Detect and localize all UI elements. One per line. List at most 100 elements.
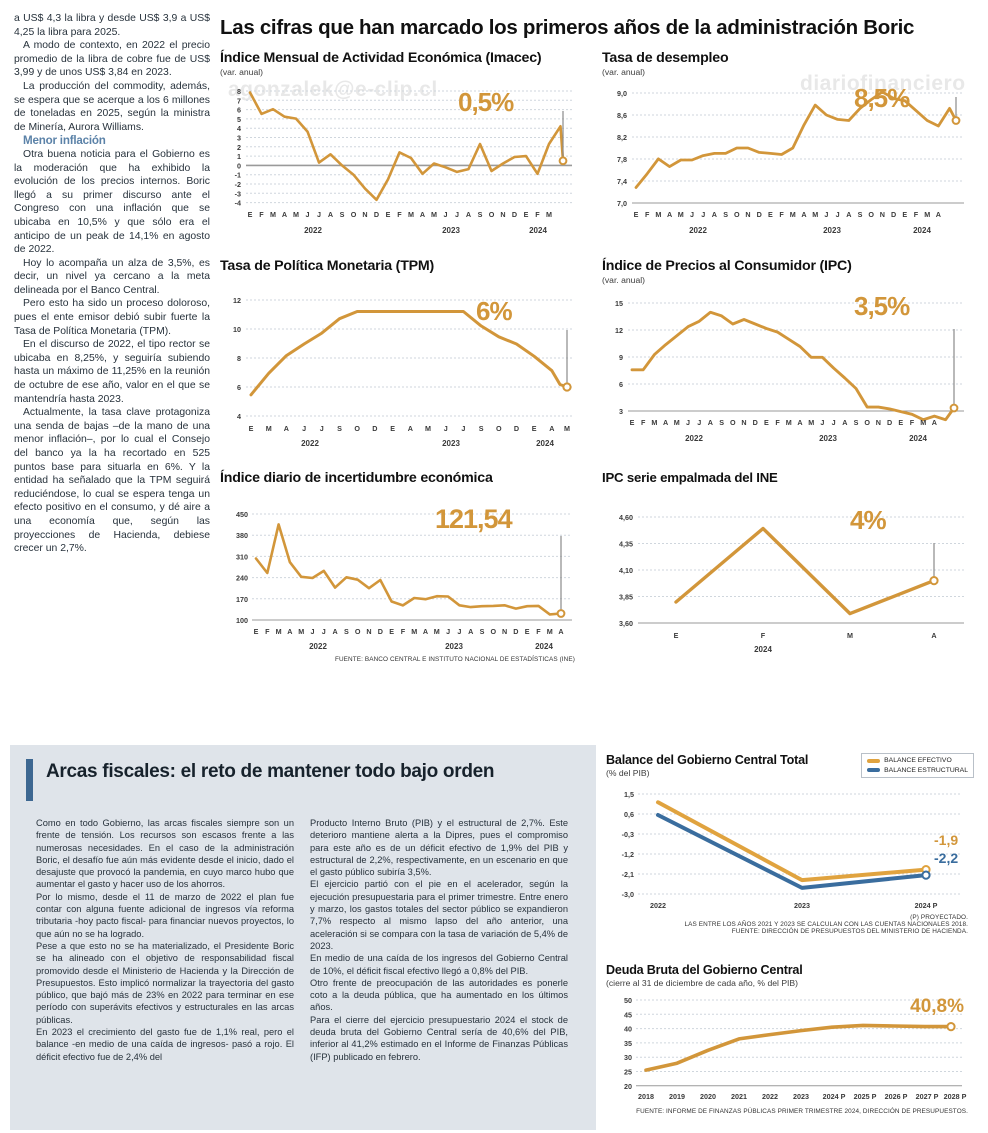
chart-subtitle: (var. anual) xyxy=(602,67,645,77)
svg-text:7,4: 7,4 xyxy=(617,177,627,186)
svg-text:O: O xyxy=(355,627,361,636)
svg-text:8: 8 xyxy=(237,87,241,96)
svg-text:D: D xyxy=(512,210,517,219)
svg-text:100: 100 xyxy=(236,616,248,625)
svg-text:M: M xyxy=(434,627,440,636)
svg-text:2022: 2022 xyxy=(762,1092,778,1101)
x-axis-year-labels: 2022 2023 2024 xyxy=(685,434,927,443)
svg-text:M: M xyxy=(293,210,299,219)
svg-text:A: A xyxy=(408,424,413,433)
svg-text:5: 5 xyxy=(237,115,241,124)
last-point-marker xyxy=(556,609,566,618)
svg-text:2024 P: 2024 P xyxy=(915,901,938,910)
svg-text:E: E xyxy=(768,210,773,219)
svg-text:2023: 2023 xyxy=(445,642,463,651)
svg-text:M: M xyxy=(812,210,818,219)
svg-text:J: J xyxy=(317,210,321,219)
y-axis-labels: 4,60 4,35 4,10 3,85 3,60 xyxy=(619,513,633,628)
legend-item-efectivo: BALANCE EFECTIVO xyxy=(867,756,968,766)
svg-text:J: J xyxy=(690,210,694,219)
svg-text:35: 35 xyxy=(624,1039,632,1048)
svg-text:E: E xyxy=(634,210,639,219)
svg-text:S: S xyxy=(344,627,349,636)
svg-text:E: E xyxy=(525,627,530,636)
page-title: Las cifras que han marcado los primeros … xyxy=(220,16,915,39)
y-axis-labels: 50 45 40 35 30 25 20 xyxy=(624,996,632,1091)
svg-text:M: M xyxy=(270,210,276,219)
svg-text:J: J xyxy=(457,627,461,636)
svg-text:M: M xyxy=(678,210,684,219)
chart-subtitle: (var. anual) xyxy=(602,275,645,285)
svg-text:2022: 2022 xyxy=(304,226,322,235)
svg-text:A: A xyxy=(842,418,847,427)
svg-text:F: F xyxy=(401,627,406,636)
svg-text:-1,2: -1,2 xyxy=(622,850,634,859)
svg-text:A: A xyxy=(667,210,672,219)
svg-text:6: 6 xyxy=(237,106,241,115)
svg-text:-0,3: -0,3 xyxy=(622,830,634,839)
gridlines xyxy=(636,999,962,1087)
svg-text:E: E xyxy=(248,210,253,219)
svg-text:N: N xyxy=(362,210,367,219)
x-axis-year-labels: 2022 2023 2024 xyxy=(689,226,931,235)
svg-text:2024: 2024 xyxy=(535,642,553,651)
article-paragraph: En el discurso de 2022, el tipo rector s… xyxy=(14,339,210,405)
svg-text:E: E xyxy=(898,418,903,427)
svg-text:J: J xyxy=(686,418,690,427)
svg-text:N: N xyxy=(880,210,885,219)
svg-text:J: J xyxy=(444,210,448,219)
svg-text:F: F xyxy=(641,418,646,427)
x-axis-labels: 2018 2019 2020 2021 2022 2023 2024 P 2025 P 20… xyxy=(638,1092,967,1101)
chart-callout: 3,5% xyxy=(854,291,910,321)
svg-text:12: 12 xyxy=(233,296,241,305)
chart-title: IPC serie empalmada del INE xyxy=(602,470,778,485)
balance-efectivo-value: -1,9 xyxy=(934,832,959,848)
svg-text:E: E xyxy=(532,424,537,433)
svg-text:A: A xyxy=(712,210,717,219)
chart-title: Balance del Gobierno Central Total xyxy=(606,753,809,767)
chart-source: FUENTE: DIRECCIÓN DE PRESUPUESTOS DEL MI… xyxy=(731,928,968,935)
x-axis-year-labels: 2022 2023 2024 xyxy=(304,226,547,235)
y-axis-labels: 1,5 0,6 -0,3 -1,2 -2,1 -3,0 xyxy=(622,790,634,899)
last-point-marker xyxy=(951,116,961,125)
svg-text:J: J xyxy=(820,418,824,427)
svg-text:A: A xyxy=(284,424,289,433)
x-axis-year-labels: 2022 2023 2024 xyxy=(301,439,554,448)
svg-text:1: 1 xyxy=(237,152,241,161)
svg-text:J: J xyxy=(461,424,465,433)
svg-text:E: E xyxy=(390,424,395,433)
gridlines xyxy=(252,513,572,621)
panel-text-column-2: Producto Interno Bruto (PIB) y el estruc… xyxy=(310,817,568,1063)
gridlines xyxy=(246,299,572,417)
svg-text:A: A xyxy=(549,424,554,433)
svg-text:O: O xyxy=(496,424,502,433)
series-line-estructural xyxy=(656,813,928,890)
svg-text:7,0: 7,0 xyxy=(617,199,627,208)
svg-text:S: S xyxy=(719,418,724,427)
svg-text:20: 20 xyxy=(624,1082,632,1091)
svg-text:D: D xyxy=(753,418,758,427)
svg-text:A: A xyxy=(801,210,806,219)
chart-source: FUENTE: BANCO CENTRAL E INSTITUTO NACION… xyxy=(334,656,575,663)
chart-callout: 6% xyxy=(476,296,513,326)
svg-text:380: 380 xyxy=(236,531,248,540)
legend-label: BALANCE ESTRUCTURAL xyxy=(884,766,968,774)
svg-text:A: A xyxy=(708,418,713,427)
svg-text:D: D xyxy=(514,424,519,433)
legend-label: BALANCE EFECTIVO xyxy=(884,757,952,764)
svg-text:N: N xyxy=(366,627,371,636)
svg-text:J: J xyxy=(306,210,310,219)
series-line xyxy=(249,310,569,397)
svg-text:J: J xyxy=(701,210,705,219)
svg-text:-2,1: -2,1 xyxy=(622,870,634,879)
svg-text:N: N xyxy=(500,210,505,219)
article-paragraph: Pero esto ha sido un proceso doloroso, p… xyxy=(14,298,210,337)
y-axis-labels: 876 543 210 -1-2-3 -4 xyxy=(235,87,241,208)
